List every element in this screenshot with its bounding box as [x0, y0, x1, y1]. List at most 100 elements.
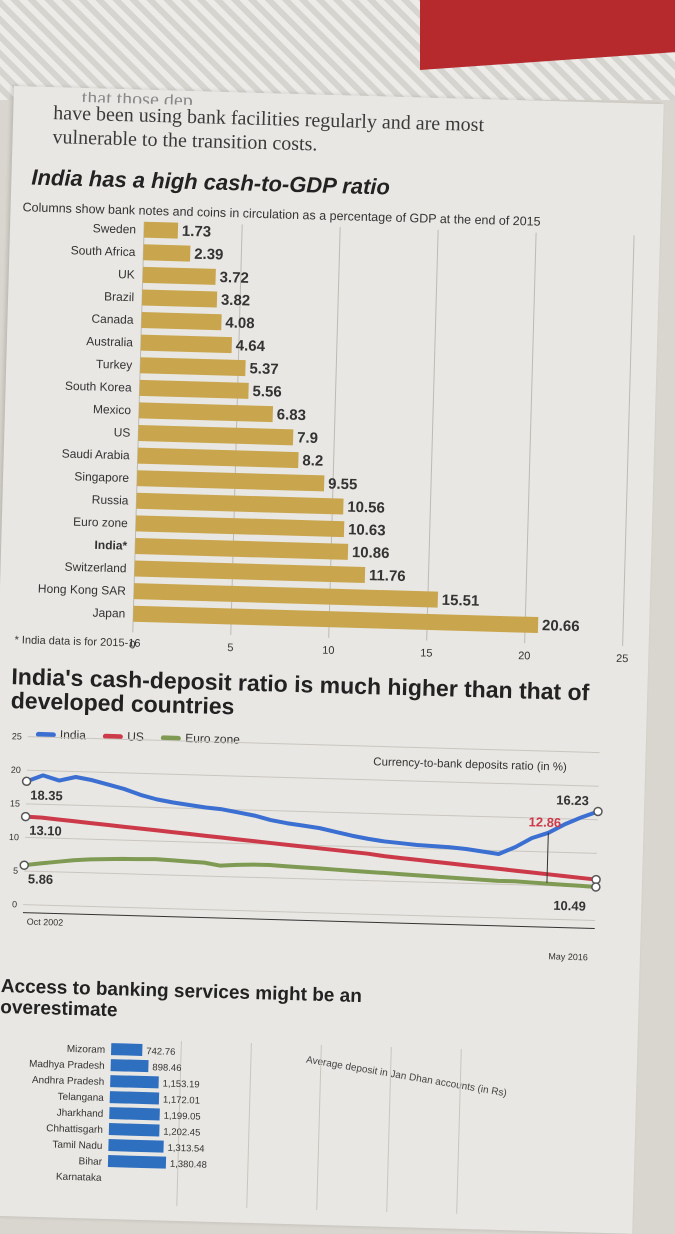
value-label: 1,199.05	[164, 1111, 201, 1123]
end-marker	[593, 806, 603, 817]
tick-label-10: 10	[322, 645, 335, 657]
value-label: 1,380.48	[170, 1159, 207, 1171]
tick-label-20: 20	[518, 650, 531, 662]
gridline-5	[24, 870, 596, 888]
tick-label-0: 0	[129, 639, 135, 651]
category-label: UK	[118, 267, 135, 281]
start-marker	[19, 860, 29, 870]
value-label: 898.46	[152, 1062, 181, 1074]
start-marker	[21, 776, 32, 787]
value-label: 742.76	[146, 1046, 175, 1058]
y-tick-label: 0	[12, 899, 17, 909]
category-label: Brazil	[104, 289, 134, 304]
category-label: Jharkhand	[56, 1108, 103, 1120]
bar	[108, 1123, 160, 1137]
category-label: Switzerland	[64, 560, 126, 576]
annotation-us-start: 13.10	[29, 823, 62, 839]
bar	[141, 289, 218, 308]
bar	[134, 560, 366, 583]
y-tick-label: 10	[9, 832, 19, 842]
gridline	[316, 1044, 322, 1210]
category-label: Euro zone	[73, 515, 128, 531]
bar	[141, 312, 222, 331]
category-label: Telangana	[57, 1092, 104, 1104]
gridline-20	[26, 769, 599, 787]
category-label: Madhya Pradesh	[29, 1059, 105, 1072]
series-line-india	[25, 773, 599, 857]
gridline-15	[25, 803, 598, 821]
gridline	[456, 1048, 462, 1214]
category-label: Karnataka	[56, 1172, 102, 1184]
value-label: 10.86	[352, 544, 390, 562]
y-tick-label: 25	[12, 731, 22, 741]
value-label: 6.83	[277, 406, 307, 424]
annotation-india-low: 12.86	[528, 814, 561, 830]
y-tick-label: 5	[13, 866, 18, 876]
value-label: 11.76	[369, 567, 406, 585]
bar	[108, 1139, 164, 1153]
value-label: 9.55	[328, 476, 358, 494]
gridline-15	[426, 229, 439, 641]
gridline	[246, 1042, 252, 1208]
value-label: 8.2	[302, 452, 323, 470]
annotation-india-end: 16.23	[556, 792, 589, 808]
category-label: US	[114, 425, 131, 439]
bar	[143, 221, 179, 239]
bar	[140, 357, 246, 377]
annotation-india-start: 18.35	[30, 787, 63, 803]
category-label: Sweden	[92, 221, 136, 236]
x-axis-line	[22, 912, 595, 930]
x-start-label: Oct 2002	[27, 917, 64, 928]
tick-label-25: 25	[616, 653, 629, 665]
category-label: South Africa	[71, 243, 136, 259]
value-label: 1,313.54	[167, 1143, 204, 1155]
bar	[133, 605, 539, 634]
category-label: Japan	[92, 606, 125, 621]
category-label: Saudi Arabia	[62, 446, 131, 462]
category-label: Singapore	[74, 469, 129, 485]
category-label: India*	[94, 538, 127, 553]
annotation-marker-line	[546, 832, 549, 883]
bar	[139, 379, 249, 399]
value-label: 20.66	[542, 617, 580, 635]
series-line-us	[25, 814, 597, 882]
bar	[137, 447, 299, 469]
tick-label-15: 15	[420, 647, 433, 659]
gridline-25	[622, 235, 635, 647]
end-marker	[591, 882, 601, 892]
value-label: 1,153.19	[162, 1079, 199, 1091]
value-label: 4.64	[236, 337, 266, 355]
value-label: 10.63	[348, 521, 386, 539]
newspaper-page: that those dep have been using bank faci…	[0, 86, 664, 1234]
bar	[133, 583, 439, 608]
annotation-euro-start: 5.86	[28, 871, 54, 887]
y-tick-label: 15	[10, 798, 20, 808]
value-label: 2.39	[194, 246, 224, 264]
value-label: 5.37	[249, 360, 279, 378]
category-label: Canada	[91, 312, 134, 327]
bar	[142, 266, 216, 285]
tick-label-5: 5	[227, 642, 233, 654]
start-marker	[20, 811, 31, 822]
bar	[107, 1155, 167, 1169]
value-label: 4.08	[225, 314, 255, 332]
value-label: 3.82	[221, 292, 251, 310]
value-label: 1,202.45	[163, 1127, 200, 1139]
value-label: 5.56	[252, 383, 282, 401]
category-label: Tamil Nadu	[52, 1139, 102, 1151]
category-label: Bihar	[78, 1156, 102, 1168]
cash-to-gdp-bar-chart: 0 5 10 15 20 25 Sweden 1.73 South Africa 2.39 UK 3.…	[38, 221, 635, 665]
bar	[110, 1043, 143, 1056]
jan-dhan-bar-chart: Mizoram 742.76 Madhya Pradesh 898.46 Andhra …	[29, 1041, 462, 1214]
category-label: Mexico	[93, 402, 132, 417]
cash-deposit-line-chart: 25 20 15 10 5 0 18.35 13.10 5.86 12.86 16.23 10.49 O…	[9, 731, 603, 962]
category-label: Andhra Pradesh	[32, 1075, 105, 1088]
bar	[138, 425, 294, 446]
bar	[109, 1107, 160, 1121]
category-label: Chhattisgarh	[46, 1123, 103, 1136]
bar	[136, 470, 325, 492]
intro-text: that those dep have been using bank faci…	[52, 91, 653, 166]
chart1-title: India has a high cash-to-GDP ratio	[31, 164, 391, 200]
bar	[136, 492, 344, 515]
bar	[143, 244, 191, 262]
